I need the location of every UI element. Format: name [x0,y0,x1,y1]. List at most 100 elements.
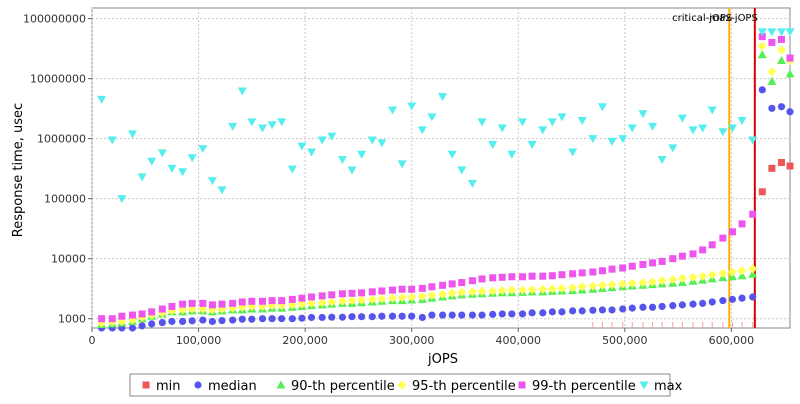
data-point [518,310,527,318]
data-point [588,281,598,291]
data-point [199,299,207,307]
marker-label: max-jOPS [709,13,757,24]
data-point [638,278,648,288]
data-point [418,313,426,322]
data-point [97,95,107,104]
data-point [708,298,716,306]
data-point [207,177,217,186]
data-point [588,135,598,144]
data-point [657,155,667,164]
data-point [608,306,616,314]
series-min [758,159,794,196]
data-point [569,307,577,315]
data-point [388,106,398,115]
data-point [458,279,466,287]
data-point [408,312,416,320]
data-point [737,117,747,126]
data-point [277,118,287,127]
data-point [397,293,407,303]
data-point [439,281,447,289]
data-point [507,285,517,295]
data-point [268,315,276,323]
data-point [428,311,436,319]
data-point [699,299,707,307]
data-point [578,269,586,277]
data-point [669,255,677,263]
series-max [97,28,795,204]
data-point [199,316,207,324]
data-point [467,179,477,188]
data-point [118,312,126,320]
data-point [477,118,487,127]
data-point [358,313,366,321]
data-point [597,103,607,112]
data-point [298,314,306,322]
data-point [728,228,736,236]
x-tick-label: 0 [89,334,96,347]
data-point [639,260,647,268]
data-point [367,294,377,304]
data-point [148,308,156,316]
data-point [527,140,537,149]
data-point [248,297,256,305]
data-point [468,277,476,285]
data-point [358,289,366,297]
data-point [767,67,777,77]
data-point [749,293,757,301]
y-axis-title: Response time, usec [11,103,26,237]
data-point [338,290,346,298]
data-point [378,312,386,320]
data-point [689,300,697,308]
data-point [368,313,376,321]
data-point [518,118,528,127]
data-point [786,162,794,170]
data-point [648,122,658,131]
data-point [698,124,708,133]
data-point [338,313,347,321]
data-point [639,303,647,311]
data-point [738,294,746,302]
data-point [707,106,717,115]
data-point [669,302,677,310]
data-point [438,289,448,299]
data-point [208,301,216,309]
data-point [598,306,607,314]
data-point [388,312,397,320]
legend-swatch [194,381,202,389]
data-point [287,165,297,174]
data-point [698,271,708,281]
data-point [558,271,566,279]
data-point [427,290,437,300]
data-point [337,155,347,164]
data-point [457,287,467,297]
data-point [229,316,237,324]
data-point [288,295,296,303]
data-point [748,136,758,145]
data-point [627,278,637,288]
data-point [786,108,794,116]
data-point [389,286,397,294]
y-tick-label: 100000000 [23,13,86,26]
data-point [758,33,766,41]
data-point [668,274,678,284]
data-point [688,126,698,135]
data-point [398,285,406,293]
plot-area [91,7,791,329]
legend-label: max [654,379,683,394]
data-point [678,252,686,260]
data-point [589,306,597,314]
data-point [458,311,466,319]
legend-swatch [142,381,150,389]
data-point [677,114,687,123]
data-point [308,293,316,301]
data-point [178,305,188,315]
data-point [768,164,776,172]
data-point [619,305,627,313]
data-point [217,186,227,195]
legend-swatch [276,380,286,389]
data-point [776,56,786,65]
data-point [776,45,786,55]
data-point [547,118,557,127]
data-point [218,300,226,308]
data-point [168,317,176,326]
